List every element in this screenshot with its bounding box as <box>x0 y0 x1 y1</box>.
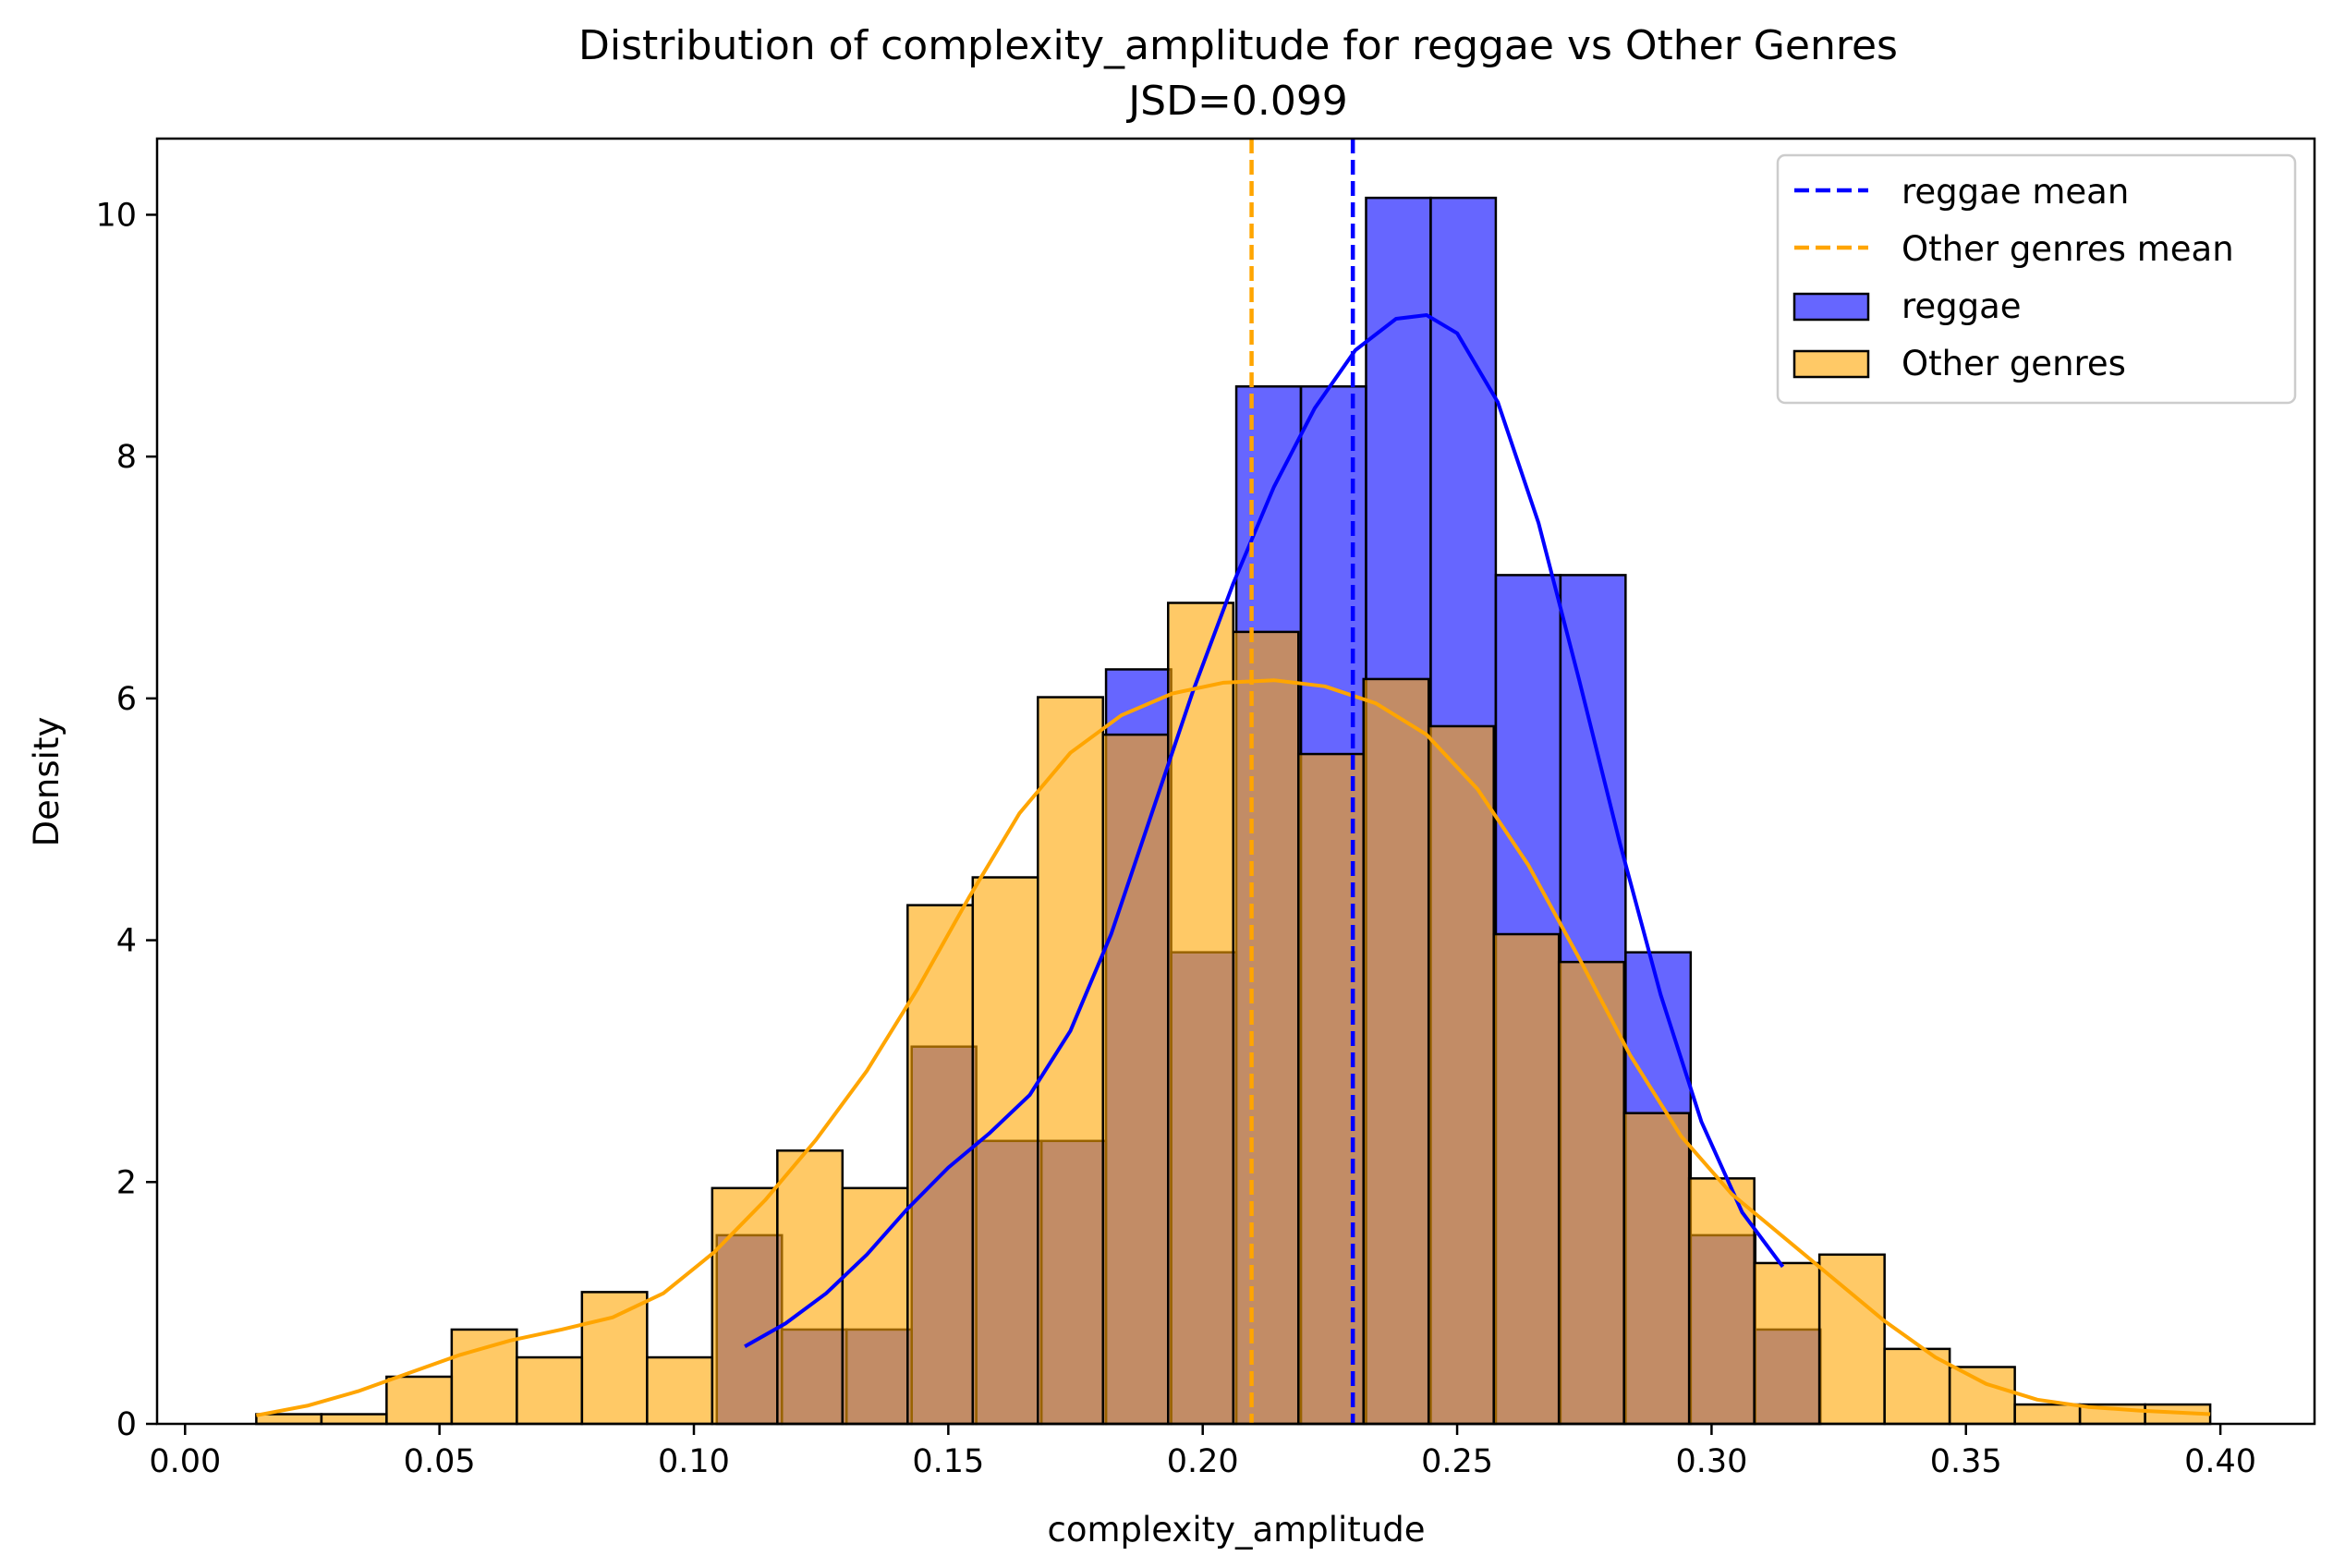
y-tick-label-2: 4 <box>116 923 137 960</box>
other-genres-bar-12 <box>1037 696 1105 1426</box>
other-genres-kde-line <box>256 678 2211 1417</box>
other-genres-bar-9 <box>841 1186 909 1426</box>
other-genres-bar-1 <box>320 1413 388 1426</box>
legend-reggae-label: reggae <box>1902 286 2022 326</box>
other-genres-bars <box>255 602 2212 1426</box>
other-genres-bar-11 <box>971 876 1039 1426</box>
other-genres-bar-23 <box>1753 1261 1821 1426</box>
y-tick-label-1: 2 <box>116 1164 137 1201</box>
x-axis-ticks: 0.00 0.05 0.10 0.15 0.20 0.25 0.30 0.35 0.40 <box>149 1424 2256 1480</box>
x-tick-label-8: 0.40 <box>2184 1443 2256 1480</box>
other-genres-bar-2 <box>385 1375 454 1426</box>
other-genres-bar-10 <box>906 904 975 1426</box>
x-tick-label-7: 0.35 <box>1930 1443 2002 1480</box>
x-tick-label-4: 0.20 <box>1167 1443 1239 1480</box>
y-tick-label-5: 10 <box>95 197 137 234</box>
other-genres-bar-27 <box>2013 1403 2082 1426</box>
kde-curves <box>256 313 2211 1417</box>
other-genres-bar-17 <box>1362 677 1430 1426</box>
chart-subtitle: JSD=0.099 <box>1125 78 1348 125</box>
other-genres-bar-20 <box>1557 960 1625 1426</box>
legend-reggae-mean-label: reggae mean <box>1902 172 2129 212</box>
x-tick-label-5: 0.25 <box>1421 1443 1493 1480</box>
x-tick-label-0: 0.00 <box>149 1443 221 1480</box>
y-tick-label-0: 0 <box>116 1406 137 1443</box>
other-genres-bar-24 <box>1817 1253 1886 1426</box>
x-tick-label-1: 0.05 <box>404 1443 476 1480</box>
y-axis-ticks: 0 2 4 6 8 10 <box>95 197 157 1443</box>
y-axis-label: Density <box>27 717 67 847</box>
other-genres-bar-5 <box>580 1291 649 1426</box>
legend-other-label: Other genres <box>1902 344 2126 383</box>
chart-title: Distribution of complexity_amplitude for… <box>578 22 1898 69</box>
y-tick-label-3: 6 <box>116 681 137 718</box>
other-genres-bar-0 <box>255 1413 323 1426</box>
other-genres-bar-18 <box>1427 724 1495 1426</box>
reggae-kde-line <box>744 313 1785 1349</box>
legend-box <box>1776 153 2297 405</box>
x-tick-label-3: 0.15 <box>912 1443 984 1480</box>
other-genres-bar-3 <box>450 1328 518 1426</box>
other-genres-bar-19 <box>1492 932 1561 1426</box>
other-genres-bar-13 <box>1101 733 1170 1426</box>
x-axis-label: complexity_amplitude <box>1048 1510 1426 1550</box>
legend-other-mean-label: Other genres mean <box>1902 229 2234 269</box>
legend: reggae mean Other genres mean reggae Oth… <box>1776 153 2297 405</box>
other-genres-bar-22 <box>1687 1177 1756 1426</box>
x-tick-label-2: 0.10 <box>658 1443 730 1480</box>
other-genres-bar-21 <box>1622 1112 1691 1426</box>
other-genres-bar-6 <box>646 1355 714 1426</box>
other-genres-bar-14 <box>1167 602 1234 1426</box>
other-genres-bar-26 <box>1948 1366 2016 1426</box>
legend-other-swatch <box>1792 349 1870 379</box>
plot-frame <box>155 137 2316 1426</box>
other-genres-bar-25 <box>1883 1347 1951 1426</box>
mean-lines <box>1249 139 1355 1424</box>
legend-reggae-swatch <box>1792 292 1870 322</box>
x-tick-label-6: 0.30 <box>1675 1443 1747 1480</box>
other-genres-bar-15 <box>1232 630 1300 1426</box>
other-genres-bar-4 <box>516 1355 584 1426</box>
y-tick-label-4: 8 <box>116 439 137 476</box>
